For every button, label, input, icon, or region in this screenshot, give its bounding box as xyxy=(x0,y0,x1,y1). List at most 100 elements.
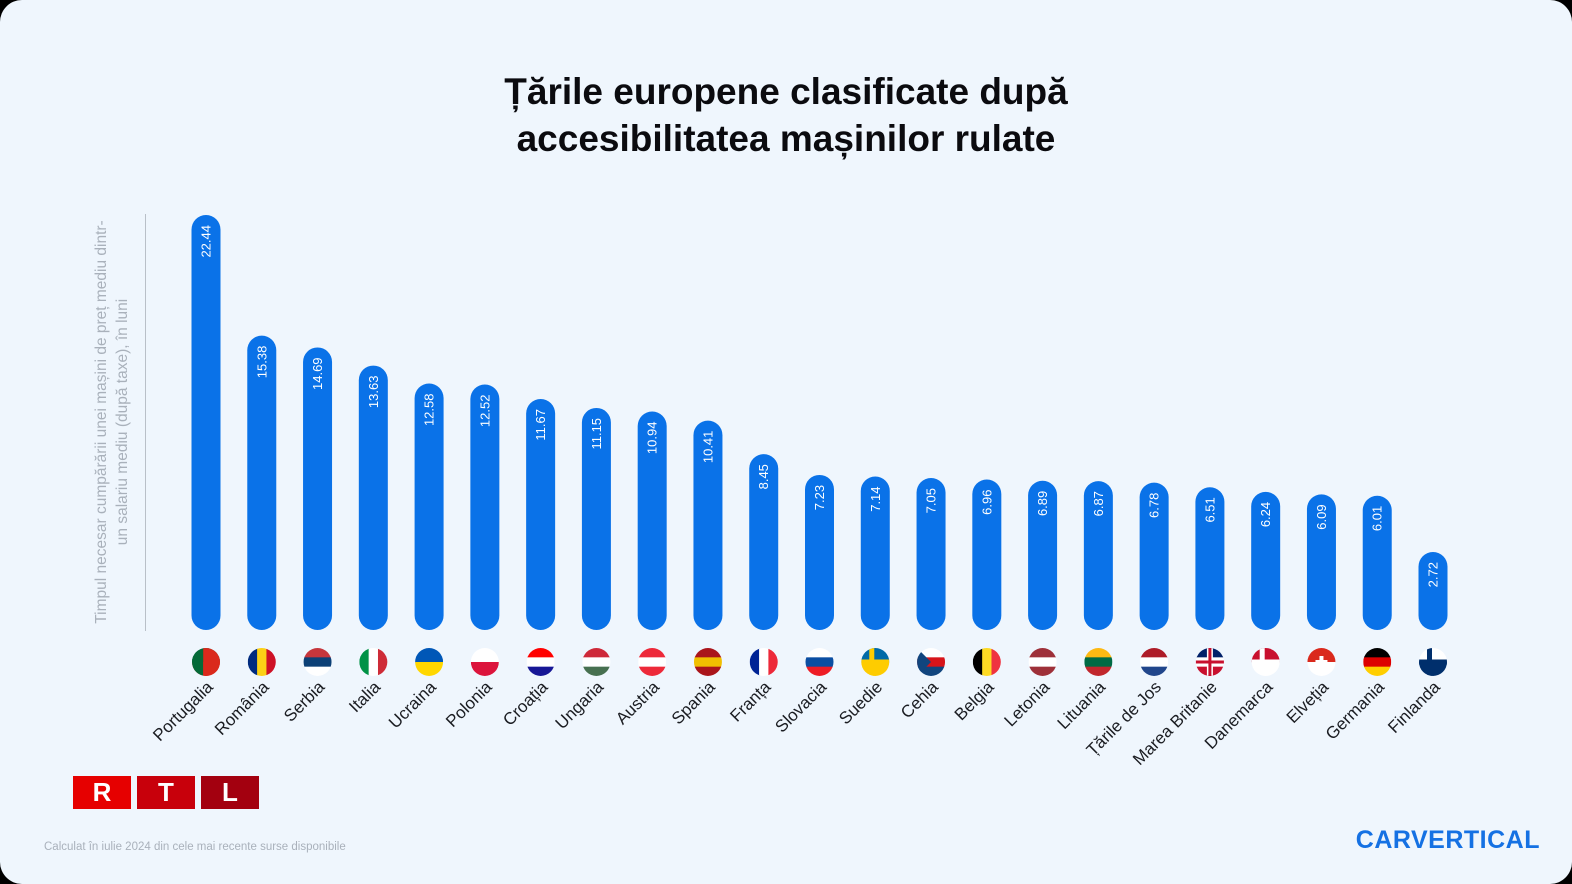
bar-value-label: 6.51 xyxy=(1202,497,1217,522)
bar xyxy=(749,454,779,630)
flag-icon xyxy=(582,648,611,676)
country-label: Spania xyxy=(668,677,719,728)
bar-value-label: 10.41 xyxy=(700,431,715,464)
bar xyxy=(191,215,221,630)
bar-value-label: 6.96 xyxy=(979,490,994,515)
flag-icon xyxy=(861,648,890,676)
bar-value-label: 12.58 xyxy=(422,394,437,427)
bar-value-label: 14.69 xyxy=(310,357,325,390)
bar-value-label: 6.24 xyxy=(1258,502,1273,527)
flag-icon xyxy=(1084,648,1113,676)
bar-value-label: 15.38 xyxy=(254,346,269,379)
carvertical-logo: CARVERTICAL xyxy=(1355,826,1540,854)
flag-icon xyxy=(693,648,722,676)
country-label: Austria xyxy=(612,677,663,728)
bar xyxy=(358,365,388,630)
country-label: Cehia xyxy=(897,677,942,722)
bar xyxy=(693,420,723,630)
bar xyxy=(972,479,1002,630)
flag-icon xyxy=(917,648,946,676)
flag-icon xyxy=(638,648,667,676)
rtl-logo: R T L xyxy=(73,776,259,809)
country-label: Franța xyxy=(726,677,775,726)
bar xyxy=(1251,491,1281,630)
country-label: Letonia xyxy=(1001,677,1054,730)
bar xyxy=(1139,482,1169,630)
bar-value-label: 2.72 xyxy=(1426,562,1441,587)
flag-icon xyxy=(1363,648,1392,676)
flag-icon xyxy=(415,648,444,676)
bar-value-label: 13.63 xyxy=(366,376,381,409)
flag-icon xyxy=(1419,648,1447,676)
bar xyxy=(414,383,444,630)
flag-icon xyxy=(1195,648,1224,676)
rtl-logo-l: L xyxy=(201,776,259,809)
country-label: Croația xyxy=(499,677,552,730)
country-label: Finlanda xyxy=(1384,677,1444,737)
flag-icon xyxy=(972,648,1001,676)
bar xyxy=(526,399,556,630)
bar xyxy=(581,407,611,630)
country-label: Germania xyxy=(1322,677,1389,744)
chart-title: Țările europene clasificate după accesib… xyxy=(0,68,1572,162)
bar-value-label: 11.67 xyxy=(533,409,548,441)
bar xyxy=(637,411,667,630)
flag-icon xyxy=(1028,648,1057,676)
country-label: România xyxy=(211,677,273,739)
bar-value-label: 7.14 xyxy=(868,486,883,511)
footnote: Calculat în iulie 2024 din cele mai rece… xyxy=(44,841,346,853)
flag-icon xyxy=(359,648,388,676)
bar xyxy=(1418,552,1448,630)
bar-value-label: 10.94 xyxy=(645,422,660,455)
bar xyxy=(1083,481,1113,630)
country-label: Elveția xyxy=(1283,677,1333,727)
country-label: Belgia xyxy=(951,677,998,724)
flag-icon xyxy=(1307,648,1336,676)
country-label: Suedie xyxy=(835,677,886,728)
flag-icon xyxy=(303,648,332,676)
country-label: Serbia xyxy=(280,677,329,726)
country-label: Lituania xyxy=(1054,677,1110,733)
flag-icon xyxy=(192,648,220,676)
rtl-logo-t: T xyxy=(137,776,195,809)
flag-icon xyxy=(805,648,834,676)
country-label: Ungaria xyxy=(552,677,608,733)
bar xyxy=(1362,495,1392,630)
country-label: Polonia xyxy=(442,677,496,731)
flag-icon xyxy=(1251,648,1280,676)
bar-value-label: 7.05 xyxy=(924,488,939,513)
bar-value-label: 8.45 xyxy=(756,464,771,489)
bar xyxy=(1195,487,1225,630)
bar-value-label: 7.23 xyxy=(812,485,827,510)
bar-value-label: 6.87 xyxy=(1091,491,1106,516)
bar-value-label: 12.52 xyxy=(477,395,492,428)
bar xyxy=(860,476,890,630)
flag-icon xyxy=(470,648,499,676)
bar xyxy=(247,335,277,630)
bar xyxy=(1306,494,1336,630)
title-line-2: accesibilitatea mașinilor rulate xyxy=(516,118,1056,159)
bar-value-label: 6.01 xyxy=(1370,506,1385,531)
rtl-logo-r: R xyxy=(73,776,131,809)
bar-value-label: 11.15 xyxy=(589,418,604,450)
bar-value-label: 22.44 xyxy=(199,225,214,258)
bar-value-label: 6.78 xyxy=(1147,493,1162,518)
country-label: Slovacia xyxy=(771,677,830,736)
title-line-1: Țările europene clasificate după xyxy=(504,71,1068,112)
bar-value-label: 6.89 xyxy=(1035,491,1050,516)
bar xyxy=(805,474,834,630)
flag-icon xyxy=(1140,648,1169,676)
bar xyxy=(916,478,946,630)
bar xyxy=(1028,480,1058,630)
country-label: Ucraina xyxy=(385,677,440,732)
bar-value-label: 6.09 xyxy=(1314,504,1329,529)
y-axis-line xyxy=(145,214,146,631)
bar xyxy=(470,384,500,630)
flag-icon xyxy=(749,648,778,676)
bar xyxy=(303,347,333,630)
flag-icon xyxy=(526,648,555,676)
country-label: Italia xyxy=(345,677,384,716)
country-label: Portugalia xyxy=(149,677,217,745)
